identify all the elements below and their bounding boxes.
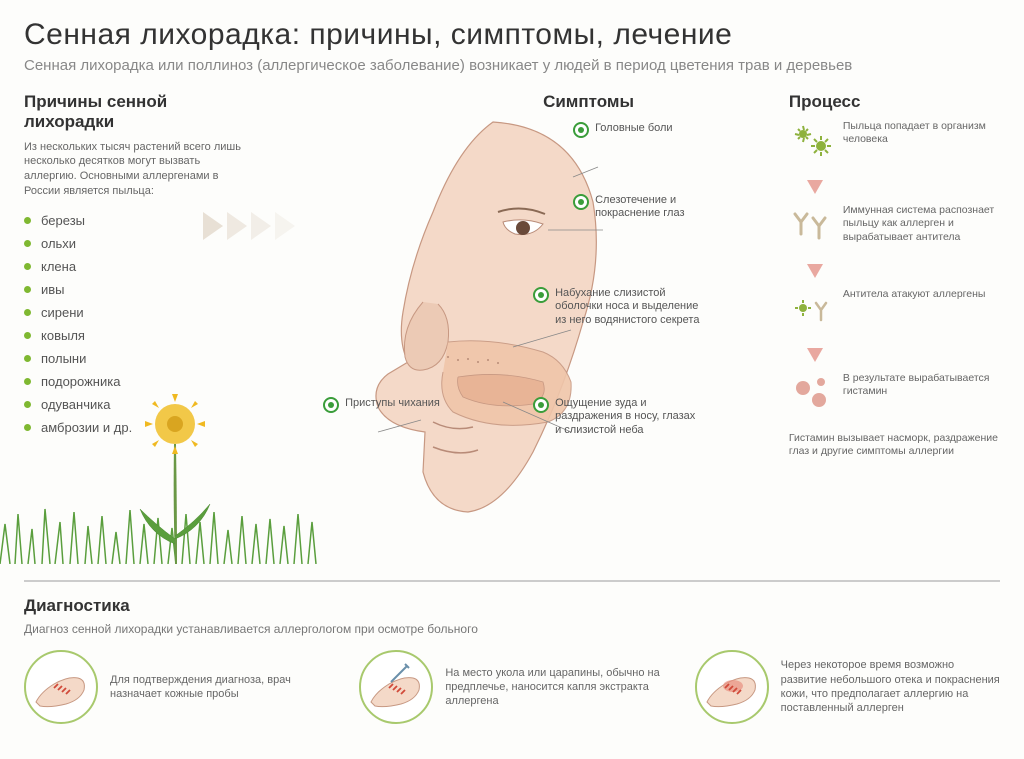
causes-item: подорожника [24,370,243,393]
symptom-marker-icon [323,397,339,413]
diagnostics-text: Для подтверждения диагноза, врач назнача… [110,673,329,702]
symptom-text: Приступы чихания [345,397,440,411]
down-arrow-icon [807,348,823,362]
page-subtitle: Сенная лихорадка или поллиноз (аллергиче… [24,56,1000,76]
page-title: Сенная лихорадка: причины, симптомы, леч… [24,18,1000,52]
bullet-icon [24,240,31,247]
process-heading: Процесс [789,92,1000,112]
causes-item: сирени [24,301,243,324]
causes-item-label: амброзии и др. [41,420,132,435]
symptom-text: Ощущение зуда и раздражения в носу, глаз… [555,397,703,438]
diagnostics-icon [24,650,98,724]
causes-item-label: ольхи [41,236,76,251]
bullet-icon [24,378,31,385]
causes-item-label: одуванчика [41,397,110,412]
causes-item-label: березы [41,213,85,228]
causes-item-label: клена [41,259,76,274]
symptom-label: Набухание слизистой оболочки носа и выде… [533,287,703,328]
causes-item-label: подорожника [41,374,120,389]
bullet-icon [24,286,31,293]
process-step: Антитела атакуют аллергены [789,288,1000,332]
process-footer: Гистамин вызывает насморк, раздражение г… [789,432,1000,459]
pollen-arrows [203,212,295,240]
causes-item-label: полыни [41,351,86,366]
symptom-label: Слезотечение и покраснение глаз [573,194,743,222]
symptom-marker-icon [533,287,549,303]
process-step: Пыльца попадает в организм человека [789,120,1000,164]
process-step-icon [789,204,833,248]
symptom-marker-icon [533,397,549,413]
diagnostics-icon [695,650,769,724]
diagnostics-item: Через некоторое время возможно развитие … [695,650,1000,724]
process-step-icon [789,288,833,332]
process-step-icon [789,372,833,416]
bullet-icon [24,401,31,408]
process-step: Иммунная система распознает пыльцу как а… [789,204,1000,248]
symptoms-heading: Симптомы [543,92,634,112]
symptom-text: Набухание слизистой оболочки носа и выде… [555,287,703,328]
symptom-marker-icon [573,194,589,210]
causes-item: клена [24,255,243,278]
process-step-text: В результате вырабатывается гистамин [843,372,1000,399]
process-step-icon [789,120,833,164]
diagnostics-text: Через некоторое время возможно развитие … [781,658,1000,715]
causes-list: березы ольхи клена ивы сирени ковыля полыни под… [24,209,243,439]
diagnostics-item: На место укола или царапины, обычно на п… [359,650,664,724]
causes-heading: Причины сенной лихорадки [24,92,243,132]
causes-item-label: ковыля [41,328,85,343]
causes-intro: Из нескольких тысяч растений всего лишь … [24,140,243,199]
symptom-label: Головные боли [573,122,743,138]
process-step-text: Антитела атакуют аллергены [843,288,986,302]
causes-item: полыни [24,347,243,370]
process-step-text: Пыльца попадает в организм человека [843,120,1000,147]
causes-item: амброзии и др. [24,416,243,439]
causes-item-label: сирени [41,305,84,320]
down-arrow-icon [807,264,823,278]
causes-item: ковыля [24,324,243,347]
process-step: В результате вырабатывается гистамин [789,372,1000,416]
bullet-icon [24,217,31,224]
symptom-text: Слезотечение и покраснение глаз [595,194,743,222]
causes-item: ивы [24,278,243,301]
bullet-icon [24,332,31,339]
symptom-label: Ощущение зуда и раздражения в носу, глаз… [533,397,703,438]
diagnostics-icon [359,650,433,724]
process-step-text: Иммунная система распознает пыльцу как а… [843,204,1000,245]
causes-item: одуванчика [24,393,243,416]
diagnostics-text: На место укола или царапины, обычно на п… [445,666,664,709]
bullet-icon [24,355,31,362]
symptom-label: Приступы чихания [323,397,493,413]
symptom-text: Головные боли [595,122,673,136]
diagnostics-subtitle: Диагноз сенной лихорадки устанавливается… [24,622,1000,636]
causes-item-label: ивы [41,282,65,297]
down-arrow-icon [807,180,823,194]
bullet-icon [24,309,31,316]
bullet-icon [24,263,31,270]
diagnostics-heading: Диагностика [24,596,1000,616]
symptom-marker-icon [573,122,589,138]
bullet-icon [24,424,31,431]
diagnostics-item: Для подтверждения диагноза, врач назнача… [24,650,329,724]
